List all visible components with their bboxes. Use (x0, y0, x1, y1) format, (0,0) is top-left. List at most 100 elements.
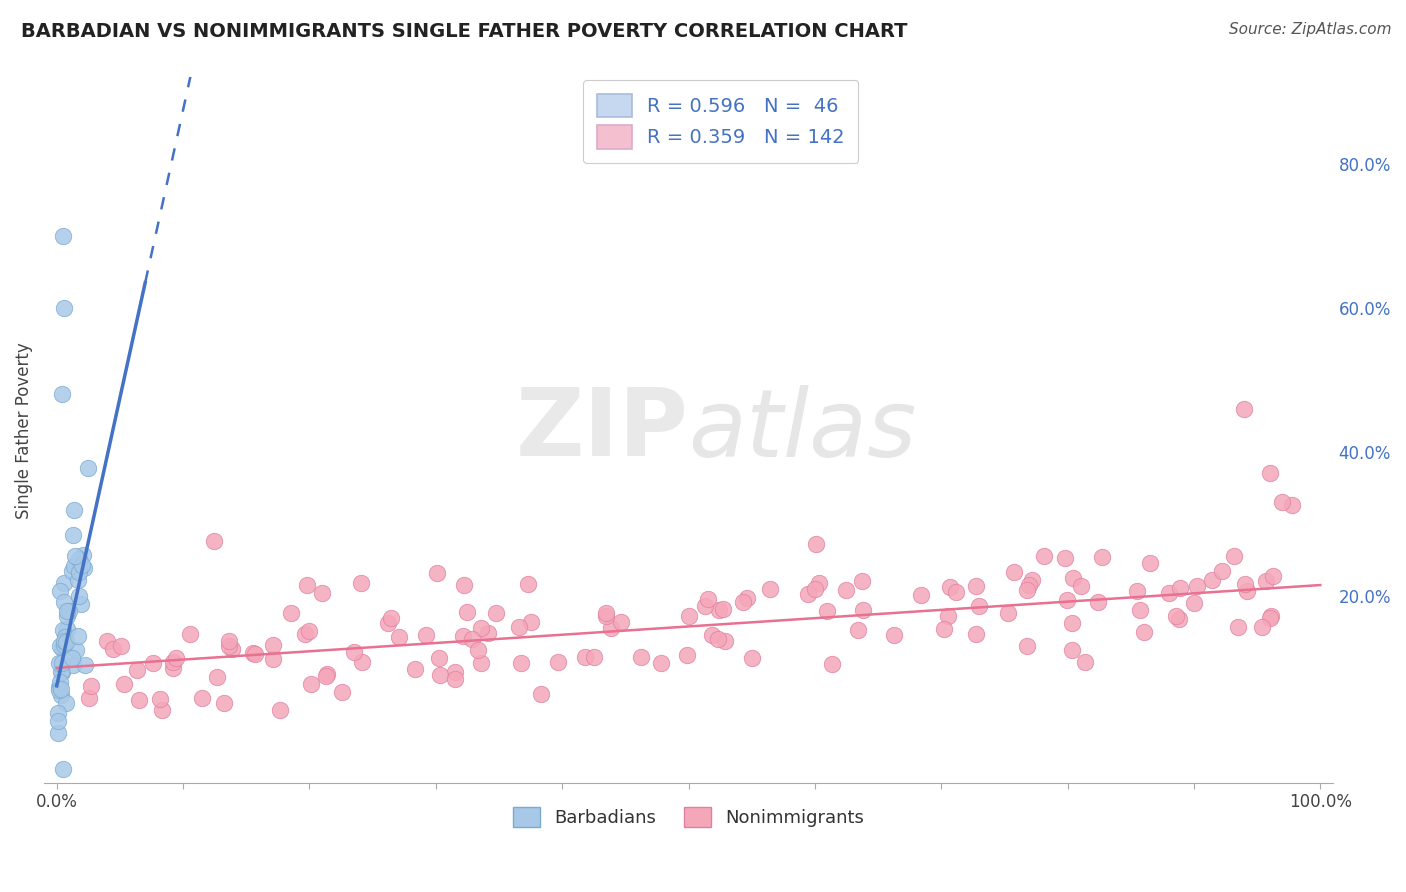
Point (1021, 573, 1043, 587)
Point (1250, 620, 1272, 634)
Point (415, 628, 437, 642)
Point (63, 503, 86, 517)
Point (76, 460, 98, 475)
Point (79, 679, 101, 693)
Point (53, 301, 76, 315)
Point (1062, 643, 1084, 657)
Point (51, 665, 73, 680)
Point (1073, 655, 1095, 669)
Point (630, 650, 652, 665)
Point (352, 656, 374, 670)
Point (965, 579, 987, 593)
Point (574, 649, 596, 664)
Point (429, 668, 451, 682)
Point (150, 702, 173, 716)
Point (350, 576, 373, 591)
Point (735, 591, 758, 605)
Point (110, 640, 132, 654)
Point (243, 648, 266, 662)
Point (1062, 571, 1084, 585)
Point (53, 638, 76, 652)
Point (48, 657, 70, 671)
Point (127, 663, 149, 677)
Point (58, 604, 80, 618)
Point (1261, 569, 1284, 583)
Point (46, 725, 69, 739)
Point (1015, 639, 1038, 653)
Point (965, 627, 987, 641)
Point (1091, 549, 1114, 564)
Text: ZIP: ZIP (516, 384, 689, 476)
Point (49, 639, 72, 653)
Point (1054, 550, 1077, 565)
Point (51, 656, 73, 670)
Point (697, 592, 720, 607)
Point (451, 629, 474, 643)
Point (242, 646, 264, 660)
Point (112, 677, 135, 691)
Point (46, 714, 69, 729)
Text: BARBADIAN VS NONIMMIGRANTS SINGLE FATHER POVERTY CORRELATION CHART: BARBADIAN VS NONIMMIGRANTS SINGLE FATHER… (21, 22, 908, 41)
Point (142, 656, 165, 670)
Point (262, 638, 284, 652)
Point (967, 599, 990, 613)
Point (678, 609, 700, 624)
Point (1159, 586, 1181, 600)
Point (1087, 595, 1109, 609)
Point (815, 603, 838, 617)
Point (52, 228, 75, 243)
Point (63, 558, 86, 573)
Point (453, 578, 475, 592)
Point (404, 662, 426, 676)
Point (49, 584, 72, 599)
Point (67, 573, 90, 587)
Point (315, 669, 337, 683)
Point (508, 620, 530, 634)
Point (997, 606, 1019, 620)
Point (51, 640, 73, 655)
Point (1226, 620, 1249, 634)
Point (49, 682, 72, 697)
Point (485, 606, 508, 620)
Point (741, 651, 763, 665)
Point (315, 666, 337, 681)
Point (218, 639, 240, 653)
Point (69, 551, 91, 566)
Point (101, 641, 124, 656)
Point (165, 650, 187, 665)
Point (1201, 573, 1223, 587)
Point (1132, 624, 1154, 639)
Point (444, 665, 467, 679)
Point (1236, 583, 1258, 598)
Point (1070, 579, 1092, 593)
Point (1004, 566, 1026, 580)
Point (731, 595, 754, 609)
Point (702, 627, 724, 641)
Point (67, 565, 90, 579)
Point (804, 536, 827, 550)
Point (51, 665, 73, 680)
Point (709, 603, 731, 617)
Point (72, 548, 94, 562)
Point (205, 670, 228, 684)
Point (1271, 495, 1294, 509)
Point (759, 582, 782, 597)
Point (467, 643, 489, 657)
Point (67, 629, 90, 643)
Point (426, 566, 449, 580)
Point (51, 387, 73, 401)
Point (714, 634, 737, 648)
Point (846, 623, 869, 637)
Point (1260, 608, 1282, 623)
Point (311, 586, 333, 600)
Point (1234, 577, 1257, 591)
Point (1168, 581, 1191, 595)
Point (1281, 498, 1303, 512)
Point (1017, 582, 1039, 597)
Point (835, 583, 858, 598)
Point (707, 632, 730, 646)
Point (530, 687, 553, 701)
Point (73, 657, 96, 672)
Point (377, 616, 399, 631)
Point (218, 634, 240, 648)
